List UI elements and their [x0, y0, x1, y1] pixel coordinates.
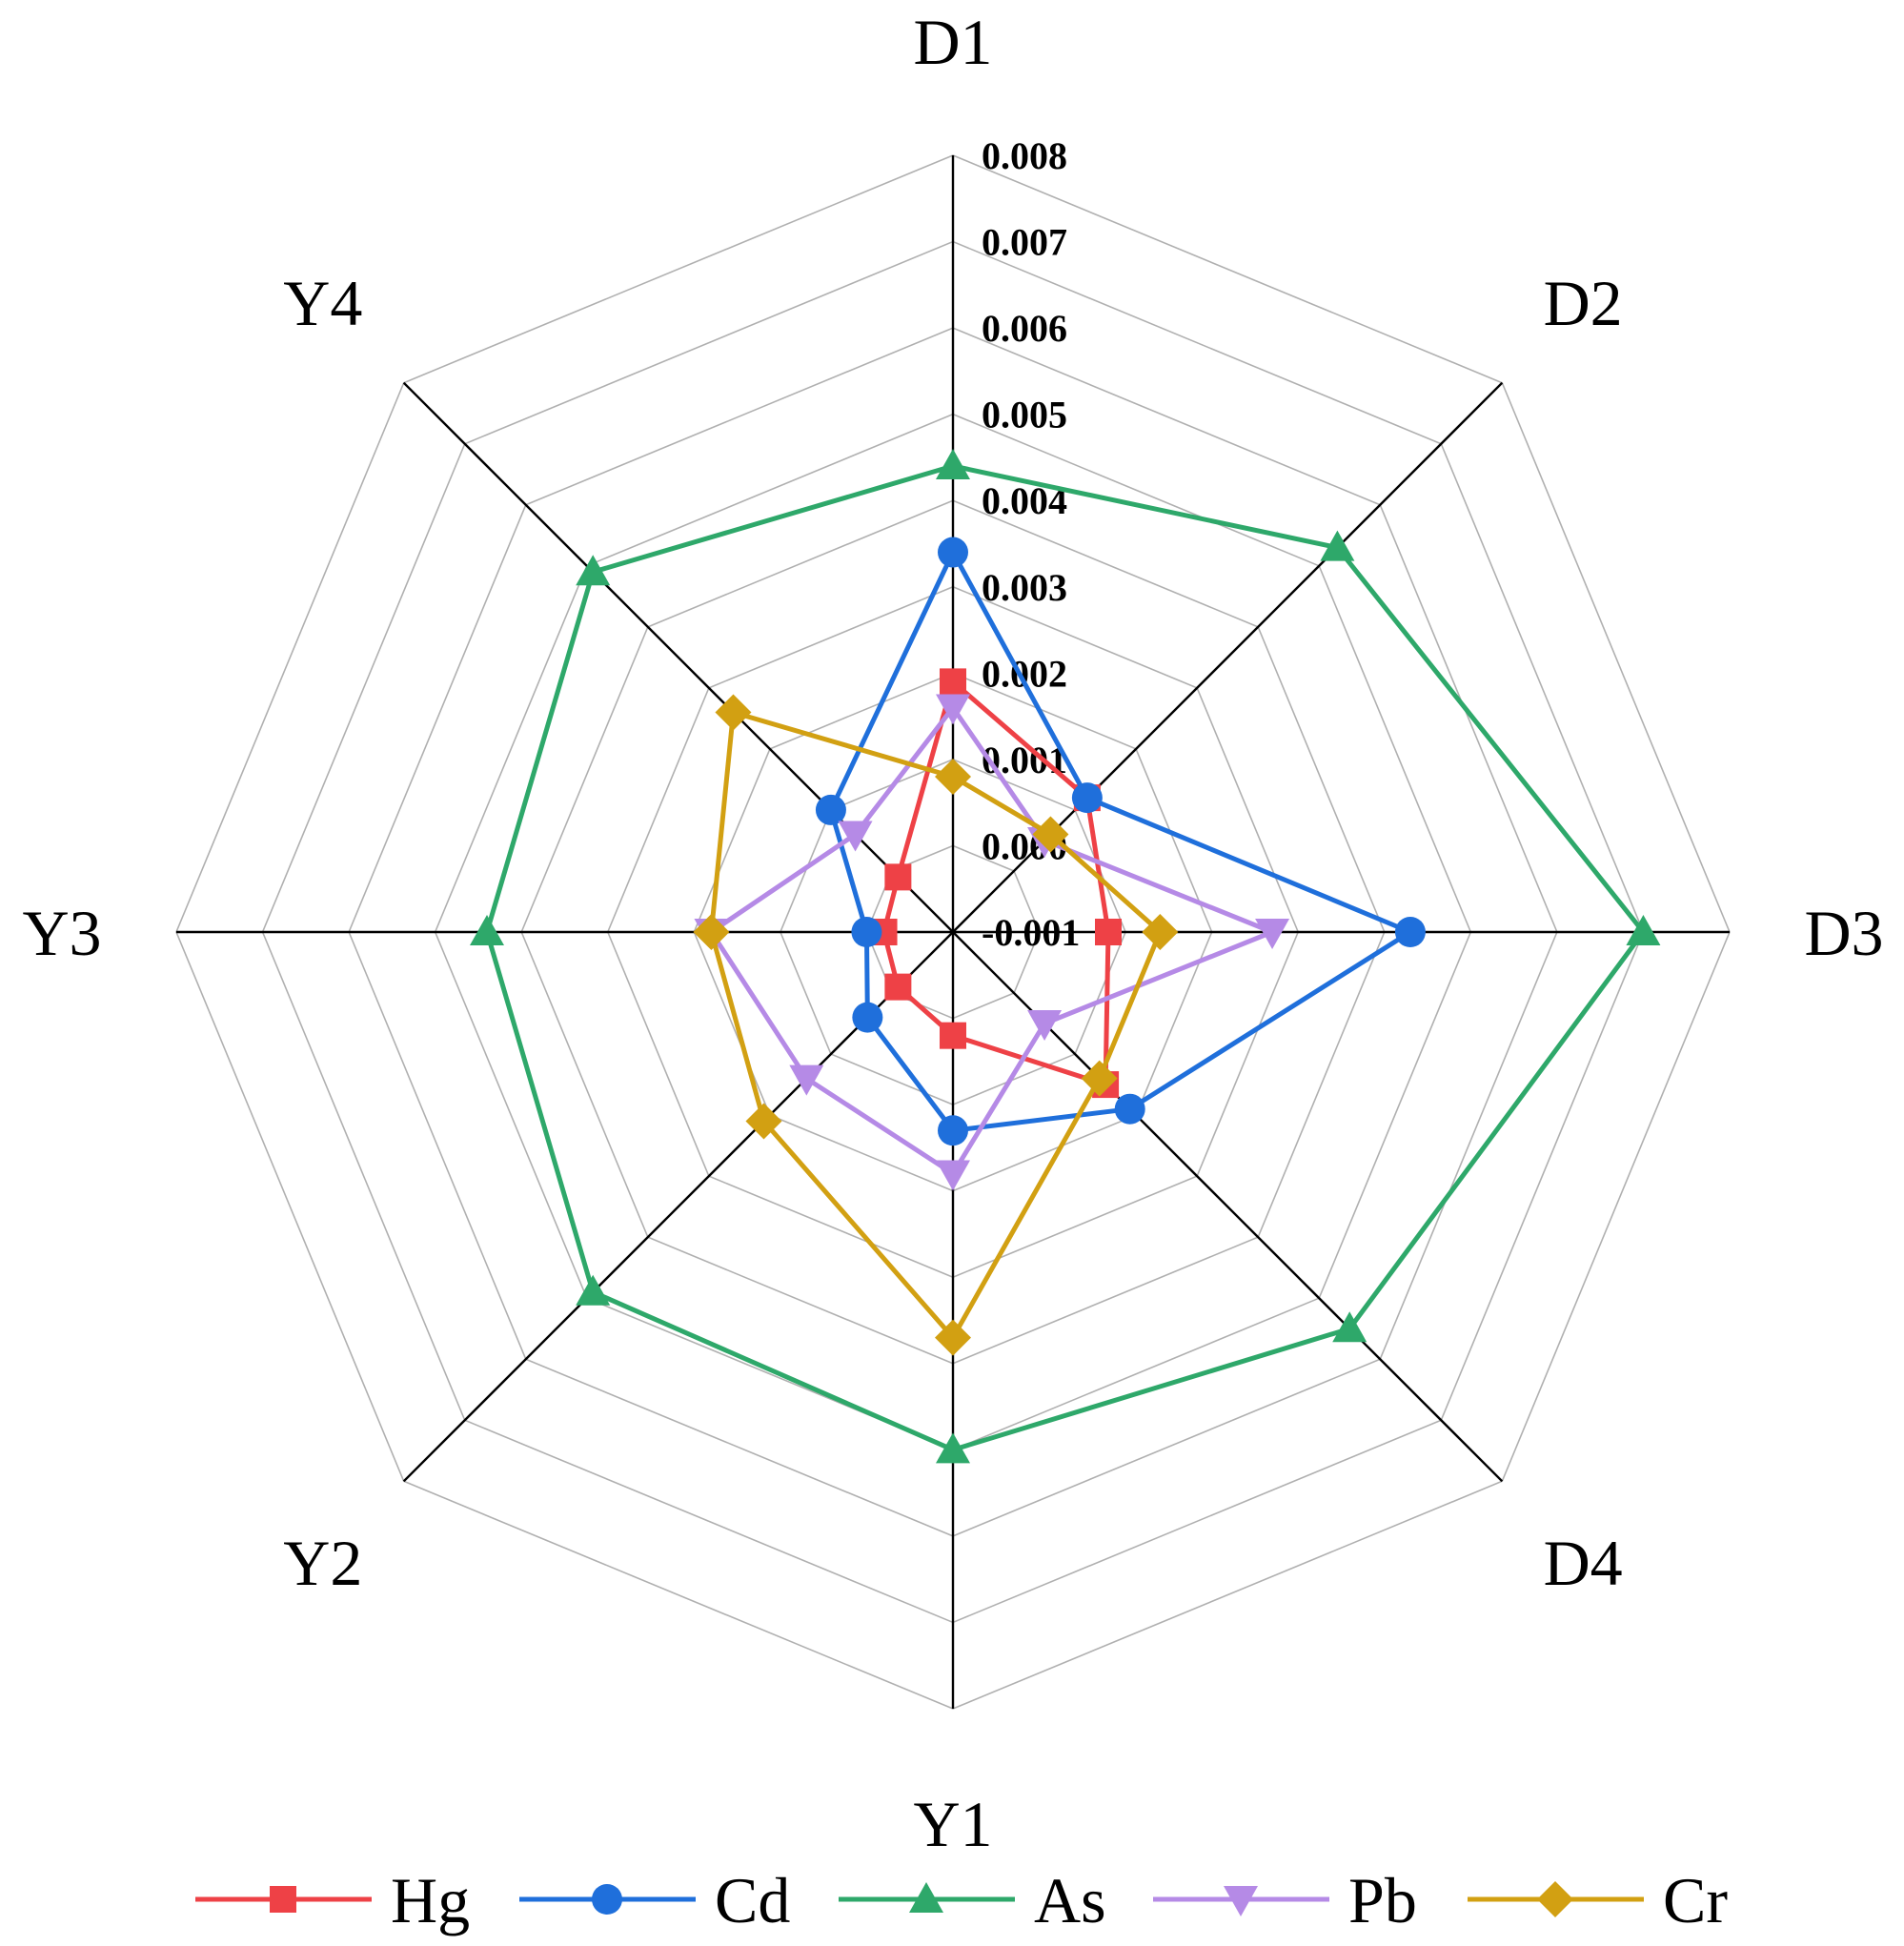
point-cd-y4 — [815, 794, 846, 825]
series-cd — [815, 537, 1426, 1146]
legend-label-pb: Pb — [1348, 1864, 1417, 1936]
tick-label-8: 0.007 — [982, 221, 1067, 264]
point-pb-y4 — [838, 821, 873, 852]
point-cd-d2 — [1071, 782, 1103, 814]
legend-marker-cr — [1537, 1881, 1573, 1917]
legend-marker-as — [909, 1882, 943, 1913]
point-cr-y4 — [715, 694, 752, 731]
legend-item-pb: Pb — [1153, 1864, 1417, 1936]
legend-item-cd: Cd — [519, 1864, 790, 1936]
tick-label-0: -0.001 — [982, 911, 1080, 954]
legend-marker-cd — [592, 1884, 622, 1915]
axis-labels: D1 D2 D3 D4 Y1 Y2 Y3 Y4 — [22, 6, 1883, 1860]
legend-label-cd: Cd — [715, 1864, 790, 1936]
legend-label-as: As — [1034, 1864, 1106, 1936]
point-cd-d4 — [1114, 1093, 1145, 1125]
tick-labels: -0.0010.0000.0010.0020.0030.0040.0050.00… — [982, 134, 1080, 954]
point-as-d2 — [1320, 530, 1355, 561]
series-layer — [470, 449, 1661, 1464]
point-as-y3 — [470, 915, 504, 945]
point-as-d1 — [936, 449, 970, 479]
tick-label-6: 0.005 — [982, 394, 1067, 436]
axis-label-d1: D1 — [913, 6, 992, 78]
axis-label-d2: D2 — [1544, 267, 1623, 339]
point-hg-y2 — [884, 973, 912, 1001]
spoke-y4 — [402, 381, 954, 933]
axis-label-d3: D3 — [1804, 897, 1883, 969]
point-pb-y1 — [936, 1160, 970, 1191]
point-cd-y3 — [851, 917, 882, 947]
axis-label-y1: Y1 — [913, 1788, 992, 1860]
tick-label-7: 0.006 — [982, 307, 1067, 350]
axis-label-y4: Y4 — [283, 267, 362, 339]
point-cr-d2 — [1032, 816, 1069, 853]
point-cr-d4 — [1081, 1060, 1118, 1097]
legend-label-cr: Cr — [1663, 1864, 1728, 1936]
tick-label-3: 0.002 — [982, 652, 1067, 695]
axis-label-y2: Y2 — [283, 1527, 362, 1599]
axis-spokes — [176, 155, 1730, 1709]
axis-label-d4: D4 — [1544, 1527, 1623, 1599]
point-cr-y3 — [693, 914, 730, 950]
tick-label-4: 0.003 — [982, 566, 1067, 609]
point-pb-d1 — [936, 694, 970, 725]
point-as-d3 — [1626, 915, 1661, 945]
point-as-y4 — [576, 555, 611, 586]
point-cd-d3 — [1394, 917, 1426, 947]
tick-label-9: 0.008 — [982, 134, 1067, 177]
axis-label-y3: Y3 — [22, 897, 101, 969]
point-cd-y1 — [938, 1115, 968, 1146]
point-hg-d1 — [940, 668, 966, 696]
legend-item-cr: Cr — [1468, 1864, 1728, 1936]
point-cr-d1 — [935, 759, 971, 795]
series-as — [470, 449, 1661, 1464]
legend-marker-hg — [270, 1886, 296, 1913]
legend-item-hg: Hg — [195, 1864, 470, 1936]
point-hg-y4 — [884, 863, 912, 891]
point-hg-d3 — [1095, 919, 1122, 945]
point-pb-d3 — [1255, 919, 1290, 949]
legend-label-hg: Hg — [391, 1864, 470, 1936]
point-cd-d1 — [938, 537, 968, 568]
point-as-d4 — [1332, 1311, 1367, 1343]
legend-item-as: As — [839, 1864, 1106, 1936]
point-cr-d3 — [1142, 914, 1179, 950]
point-pb-y2 — [789, 1064, 824, 1096]
point-as-y1 — [936, 1432, 970, 1464]
point-cr-y1 — [935, 1319, 971, 1356]
point-pb-d4 — [1027, 1010, 1063, 1042]
point-hg-y1 — [940, 1022, 966, 1049]
legend-marker-pb — [1224, 1886, 1258, 1916]
series-line-cd — [828, 550, 1413, 1133]
point-cr-y2 — [745, 1103, 782, 1140]
point-as-y2 — [576, 1274, 611, 1306]
series-line-as — [484, 463, 1646, 1452]
series-cr — [693, 694, 1179, 1356]
point-cd-y2 — [852, 1002, 883, 1033]
legend: Hg Cd As Pb Cr — [195, 1864, 1728, 1936]
